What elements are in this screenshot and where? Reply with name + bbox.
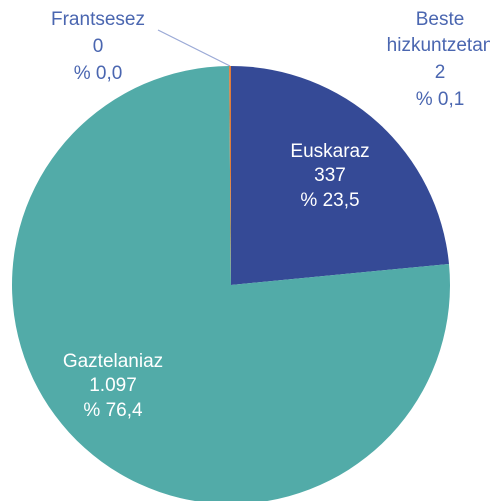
pie-slice (231, 66, 449, 285)
value-label: 0 (93, 36, 104, 57)
percentage-label: % 0,1 (416, 89, 465, 110)
percentage-label: % 0,0 (74, 63, 123, 84)
slice-label: Frantsesez (51, 9, 145, 30)
percentage-label: % 23,5 (300, 190, 359, 211)
value-label: 1.097 (89, 375, 137, 396)
pie-slice (11, 66, 450, 501)
pie-slice (229, 66, 231, 285)
slice-label: Gaztelaniaz (63, 351, 163, 372)
slice-label: Euskaraz (290, 141, 369, 162)
slice-label: Beste hizkuntzetan (387, 9, 490, 56)
value-label: 337 (314, 165, 346, 186)
percentage-label: % 76,4 (83, 400, 143, 421)
value-label: 2 (435, 62, 446, 83)
leader-line (157, 29, 231, 67)
